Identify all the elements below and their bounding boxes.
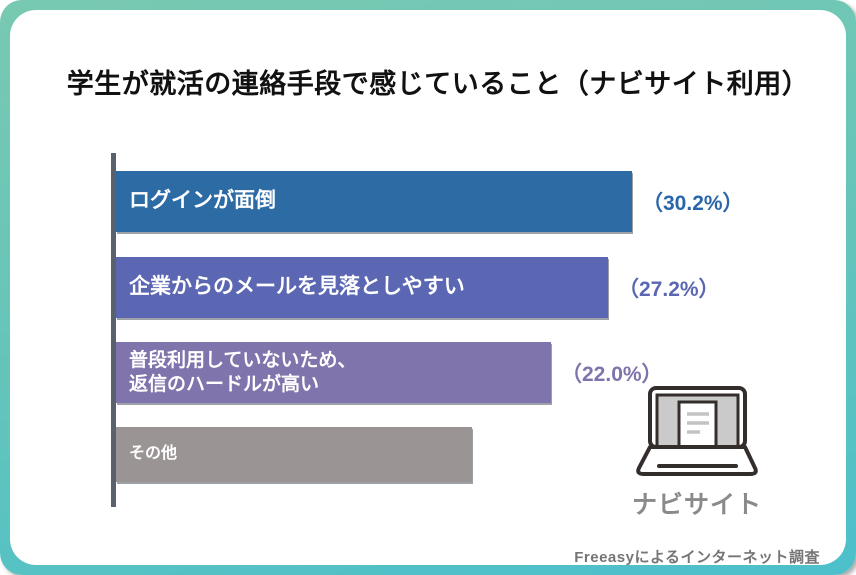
survey-source-note: Freeasyによるインターネット調査 [574, 549, 820, 566]
y-axis-line [111, 153, 116, 507]
bar-missed-emails: 企業からのメールを見落としやすい [116, 257, 608, 318]
laptop-figure: ナビサイト [632, 384, 762, 521]
bar-login-hassle: ログインが面倒 [116, 171, 632, 232]
bar-value-label: （22.0%） [561, 362, 663, 386]
bar-value-label: （30.2%） [642, 191, 744, 215]
bar-label: ログインが面倒 [129, 189, 276, 213]
bar-label: 企業からのメールを見落としやすい [129, 275, 465, 299]
chart-card: 学生が就活の連絡手段で感じていること（ナビサイト利用） ログインが面倒 （30.… [10, 10, 846, 566]
bar-value-label: （27.2%） [618, 277, 720, 301]
laptop-caption: ナビサイト [632, 491, 763, 519]
bar-other: その他 [116, 427, 472, 482]
bar-label: その他 [129, 445, 178, 463]
bar-reply-hurdle: 普段利用していないため、 返信のハードルが高い [116, 342, 551, 403]
chart-title: 学生が就活の連絡手段で感じていること（ナビサイト利用） [66, 69, 810, 99]
bar-label: 普段利用していないため、 [129, 350, 357, 372]
bar-label-line2: 返信のハードルが高い [129, 373, 320, 395]
laptop-icon [636, 386, 758, 476]
